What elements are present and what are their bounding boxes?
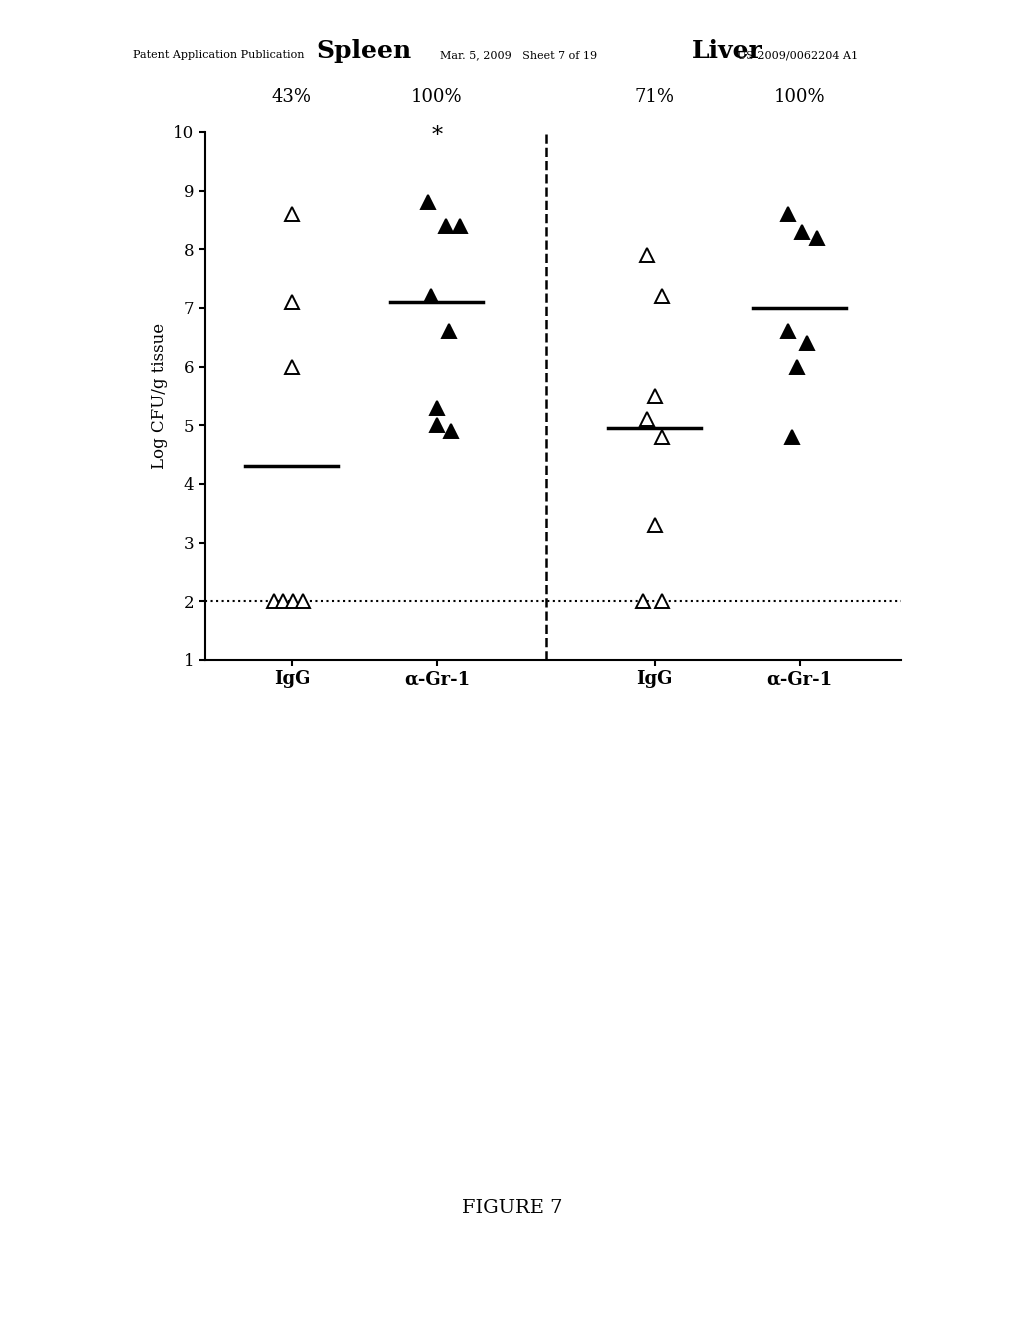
Text: *: *	[431, 124, 442, 147]
Text: Patent Application Publication: Patent Application Publication	[133, 50, 304, 61]
Text: 43%: 43%	[271, 87, 312, 106]
Y-axis label: Log CFU/g tissue: Log CFU/g tissue	[151, 323, 168, 469]
Text: Mar. 5, 2009   Sheet 7 of 19: Mar. 5, 2009 Sheet 7 of 19	[440, 50, 597, 61]
Text: 71%: 71%	[635, 87, 675, 106]
Text: Liver: Liver	[691, 40, 763, 63]
Text: Spleen: Spleen	[316, 40, 412, 63]
Text: US 2009/0062204 A1: US 2009/0062204 A1	[737, 50, 858, 61]
Text: 100%: 100%	[411, 87, 463, 106]
Text: FIGURE 7: FIGURE 7	[462, 1199, 562, 1217]
Text: 100%: 100%	[774, 87, 825, 106]
